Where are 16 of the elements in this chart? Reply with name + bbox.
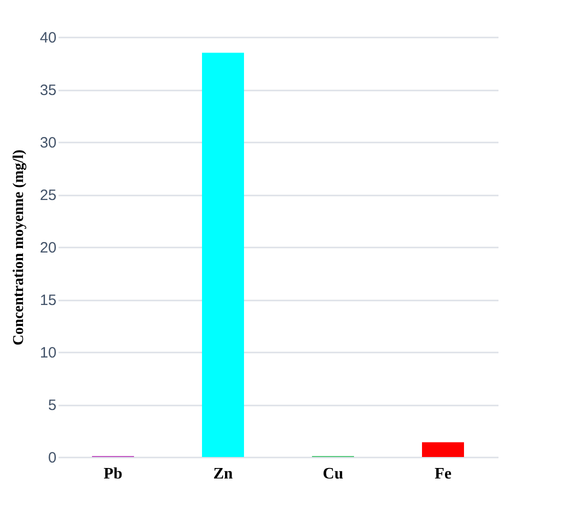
y-tick-label: 35 xyxy=(40,82,56,99)
bar xyxy=(422,442,464,457)
y-axis-title: Concentration moyenne (mg/l) xyxy=(10,150,27,346)
x-tick-label: Pb xyxy=(104,466,122,482)
y-tick-label: 15 xyxy=(40,292,56,309)
x-tick-label: Zn xyxy=(213,466,233,482)
y-tick-label: 40 xyxy=(40,30,56,46)
y-tick-label: 25 xyxy=(40,187,56,204)
y-tick-label: 0 xyxy=(48,450,56,466)
y-tick-label: 5 xyxy=(48,397,56,414)
y-tick-label: 30 xyxy=(40,134,56,152)
y-tick-label: 10 xyxy=(40,344,56,362)
y-tick-label: 20 xyxy=(40,240,56,256)
x-tick-label: Cu xyxy=(322,466,344,482)
x-tick-label: Fe xyxy=(434,466,452,482)
bar xyxy=(202,52,244,457)
